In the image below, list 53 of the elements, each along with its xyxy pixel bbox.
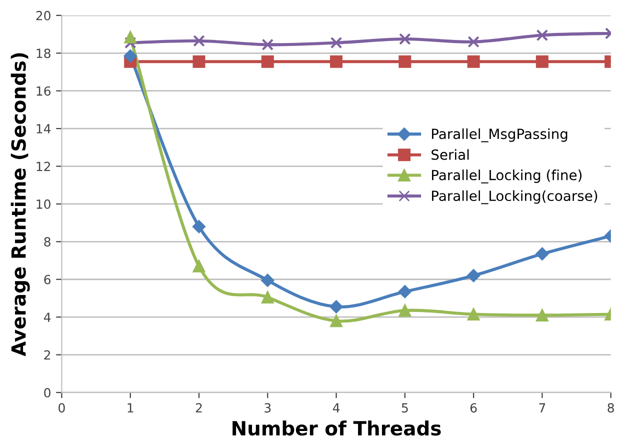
x-tick-label: 1 bbox=[128, 403, 134, 412]
x-tick-label: 6 bbox=[470, 403, 477, 413]
x-axis-title: Number of Threads bbox=[232, 420, 441, 436]
x-tick-label: 4 bbox=[332, 403, 340, 412]
point bbox=[536, 55, 548, 68]
point bbox=[261, 274, 274, 287]
x-tick-label: 5 bbox=[402, 403, 408, 413]
x-tick-label: 2 bbox=[196, 403, 202, 412]
point bbox=[124, 30, 137, 44]
point bbox=[398, 304, 412, 317]
point bbox=[124, 36, 136, 49]
legend-label: Parallel_MsgPassing bbox=[432, 128, 568, 142]
point bbox=[261, 291, 274, 304]
y-tick-label: 16 bbox=[36, 86, 50, 96]
point bbox=[192, 220, 206, 234]
y-tick-label: 12 bbox=[36, 162, 50, 172]
point bbox=[330, 314, 343, 328]
legend-label: Parallel_Locking (fine) bbox=[432, 170, 582, 184]
point bbox=[193, 34, 205, 47]
legend-label: Serial bbox=[432, 149, 469, 160]
point bbox=[262, 38, 274, 51]
y-tick-label: 10 bbox=[36, 199, 50, 209]
point bbox=[398, 55, 412, 68]
point bbox=[192, 55, 206, 68]
point bbox=[466, 269, 480, 282]
point bbox=[398, 285, 412, 298]
point bbox=[467, 55, 480, 68]
y-tick-label: 18 bbox=[36, 48, 50, 58]
point bbox=[330, 55, 343, 68]
point bbox=[536, 308, 548, 322]
point bbox=[124, 49, 137, 63]
point bbox=[536, 29, 548, 42]
y-tick-label: 4 bbox=[44, 312, 51, 322]
x-tick-label: 0 bbox=[58, 403, 65, 413]
legend-label: Parallel_Locking(coarse) bbox=[432, 190, 598, 204]
y-tick-label: 20 bbox=[36, 10, 50, 20]
x-tick-label: 7 bbox=[539, 403, 546, 412]
point bbox=[468, 36, 480, 48]
y-tick-label: 2 bbox=[44, 350, 50, 360]
x-tick-label: 8 bbox=[608, 403, 614, 413]
y-tick-label: 0 bbox=[44, 388, 50, 398]
point bbox=[192, 260, 206, 272]
point bbox=[536, 247, 549, 261]
point bbox=[330, 36, 342, 49]
x-tick-label: 3 bbox=[264, 403, 271, 413]
y-axis-title: Average Runtime (Seconds) bbox=[10, 53, 30, 356]
y-tick-label: 8 bbox=[44, 237, 50, 247]
point bbox=[467, 308, 480, 320]
point bbox=[399, 33, 411, 45]
y-tick-label: 14 bbox=[36, 124, 51, 134]
point bbox=[261, 55, 274, 68]
y-tick-label: 6 bbox=[44, 274, 50, 284]
point bbox=[330, 300, 343, 314]
